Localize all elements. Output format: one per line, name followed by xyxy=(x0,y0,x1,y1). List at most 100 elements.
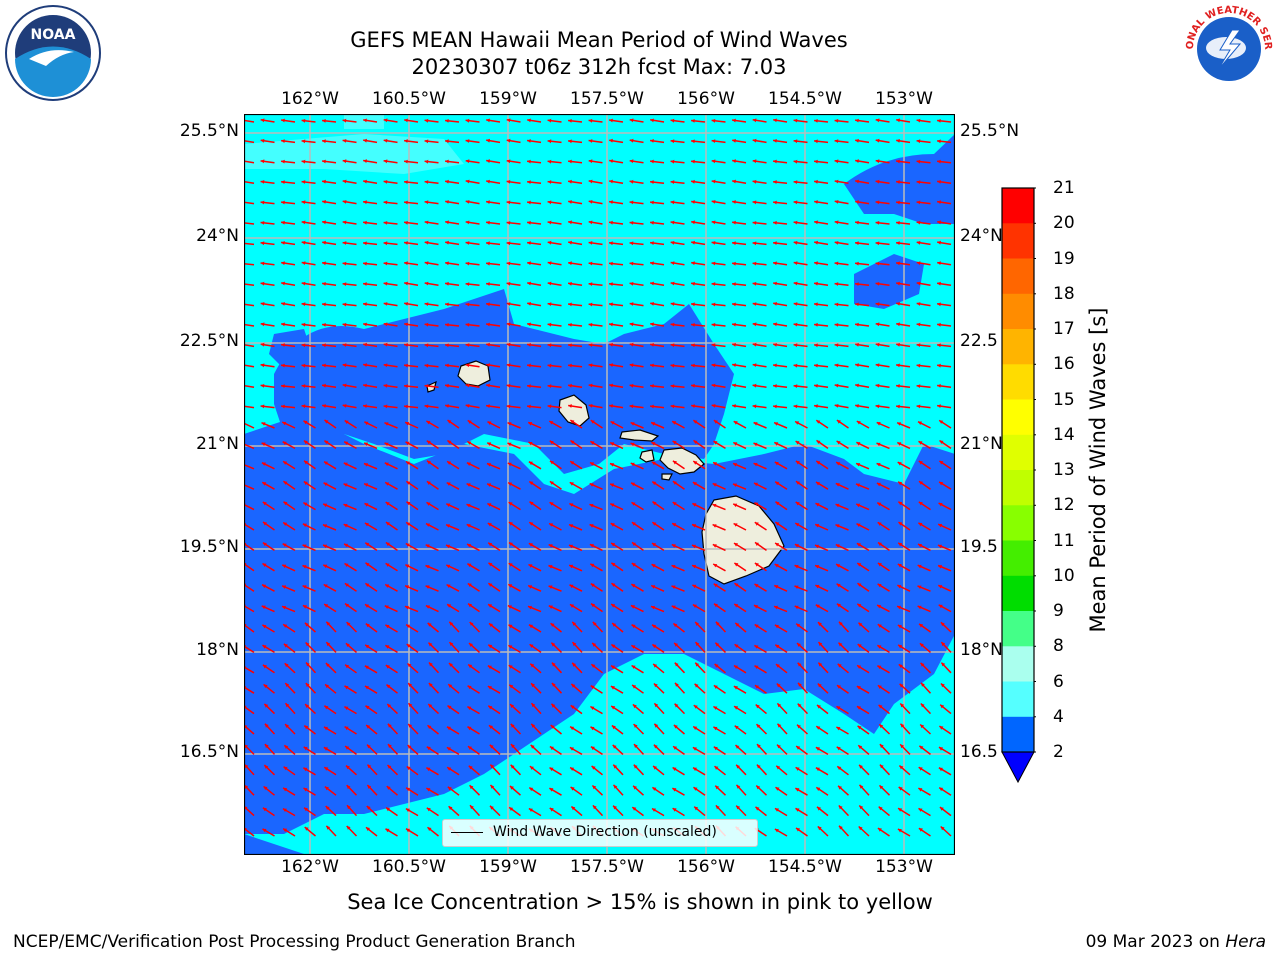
direction-arrowhead xyxy=(383,383,388,388)
direction-arrowhead xyxy=(834,139,839,143)
direction-arrowhead xyxy=(569,584,574,589)
direction-arrowhead xyxy=(631,522,636,526)
direction-arrowhead xyxy=(856,503,861,508)
direction-arrowhead xyxy=(897,605,902,610)
direction-arrowhead xyxy=(793,220,798,225)
direction-arrowhead xyxy=(342,282,347,286)
direction-arrowhead xyxy=(794,544,799,548)
direction-arrowhead xyxy=(856,442,861,446)
direction-arrow xyxy=(244,666,255,674)
direction-arrowhead xyxy=(488,562,493,567)
direction-arrowhead xyxy=(916,200,921,205)
direction-arrowhead xyxy=(714,766,719,770)
direction-arrowhead xyxy=(855,322,859,327)
direction-arrowhead xyxy=(385,542,390,547)
direction-arrowhead xyxy=(794,585,799,589)
direction-arrowhead xyxy=(260,241,265,246)
direction-arrowhead xyxy=(938,503,943,507)
direction-arrowhead xyxy=(547,159,552,164)
direction-arrowhead xyxy=(732,363,736,367)
direction-arrowhead xyxy=(284,663,289,668)
direction-arrowhead xyxy=(631,563,636,567)
direction-arrowhead xyxy=(467,563,472,568)
direction-arrowhead xyxy=(551,703,556,708)
direction-arrow xyxy=(244,180,255,184)
direction-arrowhead xyxy=(386,786,391,790)
direction-arrowhead xyxy=(570,705,575,709)
direction-arrowhead xyxy=(342,200,347,204)
direction-arrowhead xyxy=(733,421,738,425)
direction-arrowhead xyxy=(344,603,349,608)
direction-arrowhead xyxy=(777,703,782,708)
colorbar-bin xyxy=(1002,505,1034,542)
chart-subtitle: 20230307 t06z 312h fcst Max: 7.03 xyxy=(411,55,787,79)
direction-arrowhead xyxy=(323,564,328,569)
direction-arrowhead xyxy=(507,442,512,447)
direction-arrowhead xyxy=(670,180,675,184)
direction-arrowhead xyxy=(264,765,269,769)
direction-arrowhead xyxy=(262,522,267,526)
direction-arrowhead xyxy=(527,200,531,205)
direction-arrowhead xyxy=(752,221,757,225)
direction-arrowhead xyxy=(325,663,330,667)
direction-arrowhead xyxy=(611,562,616,567)
direction-arrowhead xyxy=(406,501,411,506)
direction-arrowhead xyxy=(547,281,552,286)
direction-arrowhead xyxy=(488,623,493,627)
direction-arrowhead xyxy=(834,302,839,307)
direction-arrowhead xyxy=(715,642,720,647)
direction-arrowhead xyxy=(937,302,941,307)
direction-arrowhead xyxy=(465,302,470,307)
direction-arrowhead xyxy=(424,261,429,265)
direction-arrowhead xyxy=(834,220,839,225)
direction-arrowhead xyxy=(568,383,572,388)
direction-arrowhead xyxy=(285,724,289,728)
direction-arrowhead xyxy=(488,604,493,608)
direction-arrowhead xyxy=(510,744,515,748)
direction-arrowhead xyxy=(797,703,802,708)
direction-arrowhead xyxy=(385,645,390,649)
direction-arrowhead xyxy=(650,118,654,123)
direction-arrowhead xyxy=(384,422,389,426)
direction-arrowhead xyxy=(793,322,798,327)
direction-arrow xyxy=(244,463,255,470)
direction-arrowhead xyxy=(775,664,780,668)
direction-arrowhead xyxy=(879,744,884,749)
direction-arrowhead xyxy=(671,544,676,548)
direction-arrowhead xyxy=(527,363,531,368)
direction-arrowhead xyxy=(588,261,593,266)
direction-arrowhead xyxy=(301,220,306,225)
direction-arrow xyxy=(244,201,255,205)
direction-arrowhead xyxy=(632,685,637,689)
direction-arrowhead xyxy=(773,180,777,184)
direction-arrow xyxy=(244,262,255,266)
colorbar-bin xyxy=(1002,258,1034,295)
lon-tick-label-bottom: 160.5°W xyxy=(372,857,446,877)
direction-arrowhead xyxy=(941,662,946,667)
direction-arrowhead xyxy=(425,544,430,548)
direction-arrowhead xyxy=(629,342,634,347)
direction-arrowhead xyxy=(793,363,798,368)
direction-arrowhead xyxy=(424,118,429,123)
direction-arrowhead xyxy=(510,704,514,708)
direction-arrowhead xyxy=(815,604,820,609)
direction-arrowhead xyxy=(449,662,453,667)
direction-arrowhead xyxy=(773,322,777,327)
direction-arrowhead xyxy=(857,725,862,730)
direction-arrowhead xyxy=(916,118,921,123)
direction-arrowhead xyxy=(814,200,818,204)
direction-arrowhead xyxy=(589,483,594,487)
direction-arrowhead xyxy=(856,421,861,425)
direction-arrowhead xyxy=(467,706,472,710)
kahoolawe xyxy=(661,473,673,481)
direction-arrowhead xyxy=(528,808,533,812)
direction-arrowhead xyxy=(650,302,654,306)
direction-arrowhead xyxy=(384,442,389,447)
direction-arrowhead xyxy=(448,806,453,810)
direction-arrowhead xyxy=(509,807,514,811)
direction-arrowhead xyxy=(732,220,736,225)
direction-arrowhead xyxy=(465,261,470,266)
direction-arrowhead xyxy=(916,281,921,286)
direction-arrowhead xyxy=(465,404,470,408)
direction-arrowhead xyxy=(507,462,512,467)
